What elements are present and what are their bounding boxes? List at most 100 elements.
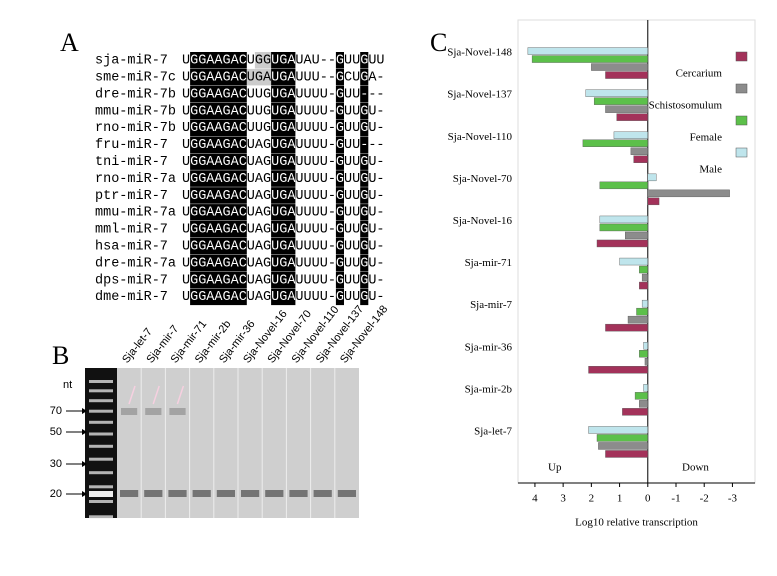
band <box>337 490 356 497</box>
band <box>241 490 260 497</box>
bar <box>639 265 648 274</box>
bar <box>605 105 648 113</box>
bar <box>639 281 648 290</box>
conserved-column <box>271 85 296 103</box>
band <box>216 490 235 497</box>
x-tick-label: 3 <box>560 493 566 505</box>
conserved-column <box>360 85 369 103</box>
conserved-column <box>335 237 344 255</box>
band <box>121 408 138 415</box>
bar <box>588 426 648 434</box>
conserved-column <box>335 136 344 153</box>
bar <box>641 273 648 282</box>
conserved-column <box>190 170 247 187</box>
conserved-column <box>360 153 369 170</box>
bar <box>591 63 648 71</box>
band <box>289 490 308 497</box>
conserved-column <box>360 221 369 238</box>
x-tick-label: 0 <box>645 493 651 505</box>
legend-label: Schistosomulum <box>649 100 723 112</box>
species-name: sja-miR-7 <box>95 54 168 69</box>
band <box>145 408 162 415</box>
bar <box>596 239 648 248</box>
bar <box>582 139 648 147</box>
category-label: Sja-Novel-70 <box>453 173 513 185</box>
ladder-band <box>89 380 113 383</box>
ladder-band <box>89 420 113 424</box>
bar <box>627 315 648 324</box>
conserved-column <box>360 68 369 86</box>
conserved-column <box>360 288 369 306</box>
conserved-column <box>190 271 247 289</box>
bar <box>613 131 648 139</box>
ladder-band <box>89 485 113 489</box>
band <box>192 490 211 497</box>
bar <box>593 97 648 105</box>
conserved-column <box>335 68 344 86</box>
bar <box>643 384 648 392</box>
species-name: tni-miR-7 <box>95 155 168 170</box>
category-label: Sja-Novel-110 <box>448 131 513 143</box>
bar <box>641 299 648 308</box>
conserved-column <box>335 288 344 306</box>
conserved-column <box>190 288 247 306</box>
bar <box>605 71 648 79</box>
species-name: dre-miR-7a <box>95 256 176 271</box>
marker-label: 20 <box>50 488 62 500</box>
bar <box>644 358 648 366</box>
category-label: Sja-mir-7 <box>470 299 512 311</box>
band <box>265 490 284 497</box>
species-name: mml-miR-7 <box>95 223 168 238</box>
conserved-column <box>271 68 296 86</box>
band <box>168 490 187 497</box>
bar <box>585 89 648 97</box>
legend-swatch <box>735 147 748 158</box>
arrow-head <box>82 491 87 497</box>
bar <box>599 223 648 232</box>
conserved-column <box>190 221 247 238</box>
conserved-column <box>190 187 247 204</box>
conserved-column <box>271 119 296 137</box>
pointer-arrow <box>128 385 136 405</box>
bar <box>639 350 648 358</box>
bar <box>647 189 730 198</box>
conserved-column <box>360 237 369 255</box>
ladder-band <box>89 389 113 393</box>
annotation: Up <box>548 462 562 474</box>
category-label: Sja-mir-71 <box>465 257 512 269</box>
conserved-column <box>271 221 296 238</box>
panel-label: A <box>60 28 79 57</box>
gel: nt70503020Sja-let-7Sja-mir-7Sja-mir-71Sj… <box>50 303 390 519</box>
species-name: mmu-miR-7b <box>95 104 176 119</box>
annotation: Down <box>682 462 709 474</box>
ladder-band <box>89 471 113 475</box>
conserved-column <box>335 153 344 170</box>
conserved-column <box>190 68 247 86</box>
ladder-band <box>89 444 113 448</box>
conserved-column <box>360 204 369 221</box>
conserved-column <box>335 119 344 137</box>
ladder-band <box>89 409 113 413</box>
conserved-column <box>271 153 296 170</box>
bar <box>531 55 648 63</box>
conserved-column <box>190 153 247 170</box>
ladder-band <box>89 491 113 497</box>
bar <box>598 442 648 450</box>
arrow-head <box>82 408 87 414</box>
ladder-band <box>89 399 113 403</box>
category-label: Sja-Novel-137 <box>447 89 512 101</box>
x-tick-label: 2 <box>589 493 595 505</box>
bar <box>588 366 648 374</box>
bar <box>643 342 648 350</box>
conserved-column <box>190 52 247 69</box>
partial-column <box>246 68 272 86</box>
conserved-column <box>271 52 296 69</box>
band <box>169 408 186 415</box>
conserved-column <box>190 204 247 221</box>
conserved-column <box>190 254 247 272</box>
arrow-head <box>82 429 87 435</box>
bar <box>599 215 648 224</box>
panel-label: B <box>52 341 69 370</box>
bar <box>625 231 648 240</box>
species-name: mmu-miR-7a <box>95 206 176 221</box>
